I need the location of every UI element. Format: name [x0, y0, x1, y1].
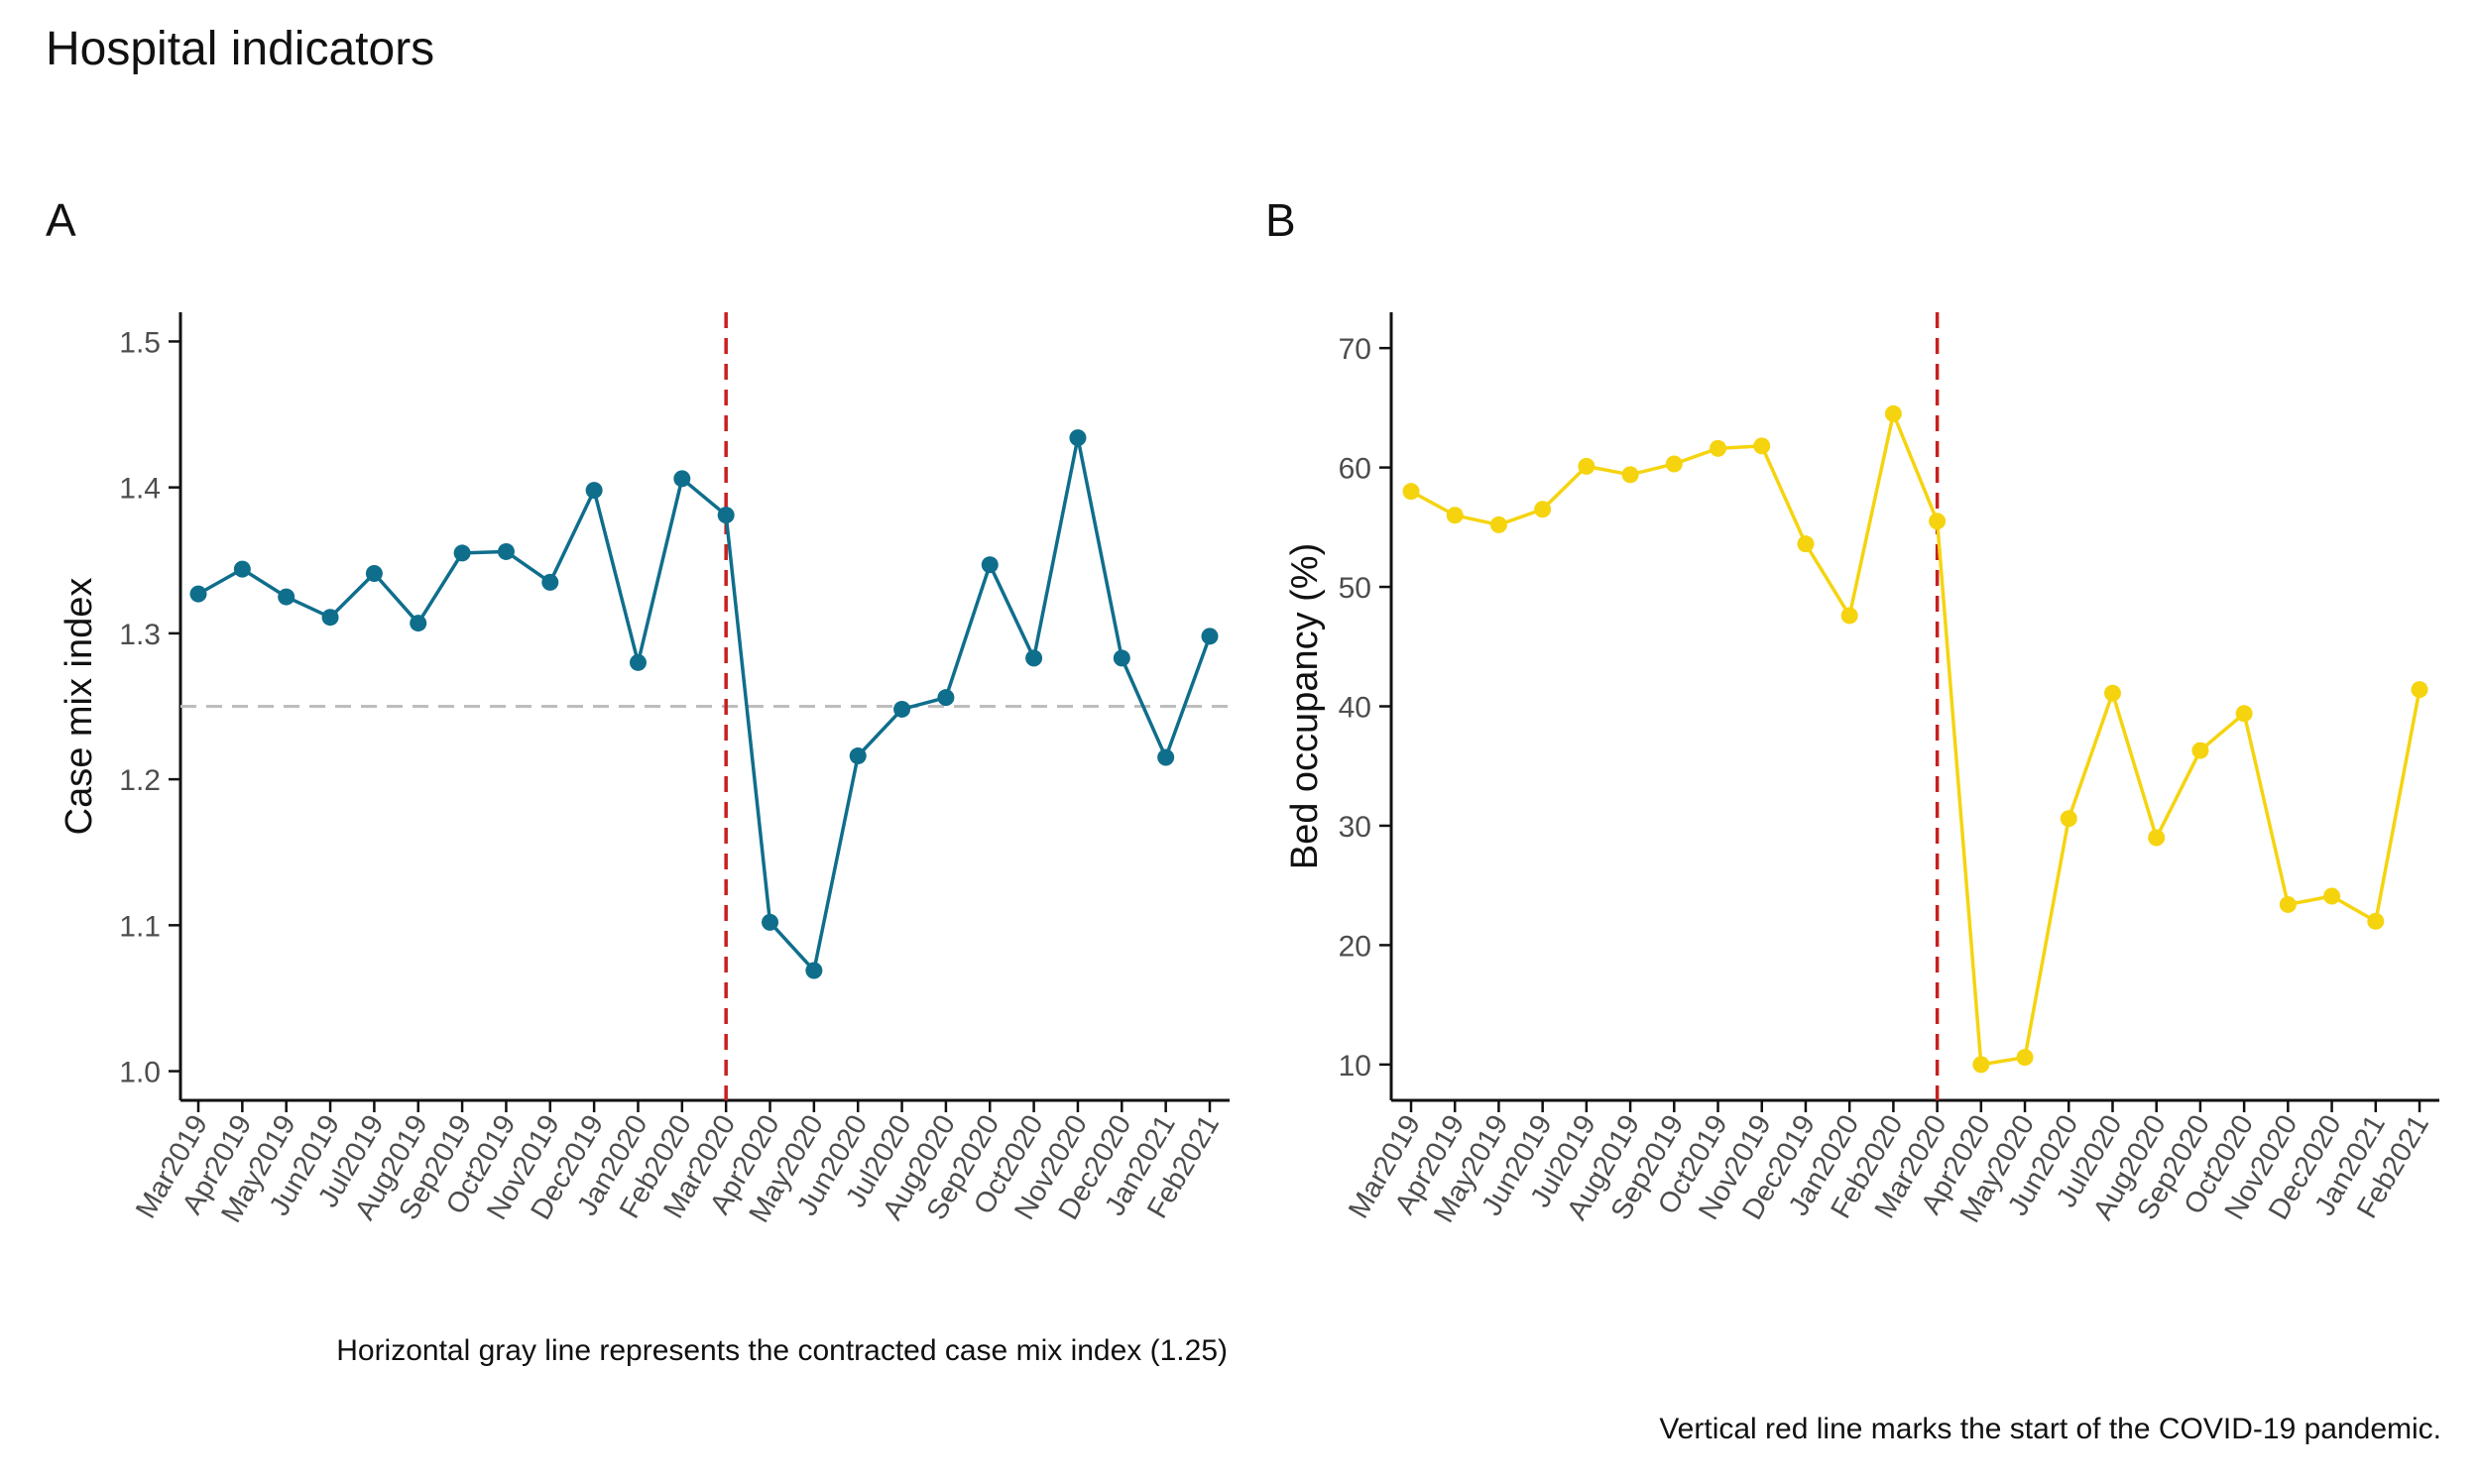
data-point	[278, 588, 295, 606]
data-point	[410, 615, 427, 632]
data-point	[1972, 1056, 1990, 1074]
y-tick-label: 10	[1339, 1050, 1371, 1083]
y-tick-label: 1.5	[119, 326, 161, 359]
y-tick-label: 1.3	[119, 619, 161, 651]
data-point	[1840, 607, 1858, 625]
data-point	[717, 507, 735, 524]
data-point	[2367, 912, 2385, 930]
data-point	[762, 913, 779, 931]
caption-a: Horizontal gray line represents the cont…	[336, 1334, 1228, 1367]
data-point	[233, 560, 251, 578]
data-point	[585, 482, 603, 500]
data-point	[2323, 887, 2341, 905]
data-point	[1710, 439, 1727, 457]
data-point	[2191, 742, 2209, 759]
data-point	[453, 544, 471, 562]
data-point	[2103, 684, 2121, 702]
data-point	[1402, 483, 1420, 501]
data-point	[365, 565, 383, 583]
data-point	[1578, 457, 1595, 475]
data-point	[2060, 810, 2077, 828]
series-line	[197, 435, 1212, 972]
data-point	[1621, 466, 1639, 484]
data-point	[1489, 515, 1507, 533]
data-point	[1446, 507, 1464, 524]
data-point	[2411, 681, 2428, 699]
data-point	[1201, 628, 1219, 645]
data-point	[1025, 649, 1043, 667]
data-point	[937, 689, 955, 707]
page-title: Hospital indicators	[46, 23, 435, 75]
panel-label: A	[46, 194, 76, 246]
data-point	[1665, 455, 1683, 473]
data-point	[2148, 829, 2166, 847]
y-tick-label: 40	[1339, 692, 1371, 725]
series-line	[1410, 411, 2422, 1067]
y-tick-label: 1.4	[119, 473, 161, 506]
data-point	[321, 609, 339, 627]
y-tick-label: 60	[1339, 453, 1371, 486]
data-point	[2016, 1049, 2034, 1067]
y-axis-title: Bed occupancy (%)	[1284, 543, 1326, 870]
data-point	[1929, 513, 1947, 530]
data-point	[1797, 535, 1815, 553]
data-point	[1069, 429, 1087, 447]
caption-b: Vertical red line marks the start of the…	[1659, 1413, 2441, 1445]
data-point	[1753, 437, 1771, 455]
data-point	[673, 470, 691, 488]
data-point	[805, 962, 823, 979]
y-tick-label: 30	[1339, 811, 1371, 844]
y-tick-label: 50	[1339, 572, 1371, 605]
panel-label: B	[1265, 194, 1296, 246]
data-point	[629, 653, 647, 671]
data-point	[189, 585, 207, 603]
y-tick-label: 1.0	[119, 1057, 161, 1089]
y-tick-label: 1.2	[119, 764, 161, 797]
data-point	[981, 556, 999, 574]
y-axis-title: Case mix index	[59, 578, 100, 836]
data-point	[2279, 895, 2297, 913]
data-point	[497, 542, 515, 560]
y-tick-label: 70	[1339, 333, 1371, 366]
y-tick-label: 1.1	[119, 910, 161, 943]
data-point	[1113, 649, 1130, 667]
data-point	[2235, 705, 2253, 723]
data-point	[1157, 748, 1175, 766]
data-point	[541, 573, 559, 591]
data-point	[1884, 404, 1902, 422]
y-tick-label: 20	[1339, 930, 1371, 963]
data-point	[849, 747, 867, 765]
data-point	[893, 700, 911, 718]
data-point	[1534, 501, 1552, 518]
